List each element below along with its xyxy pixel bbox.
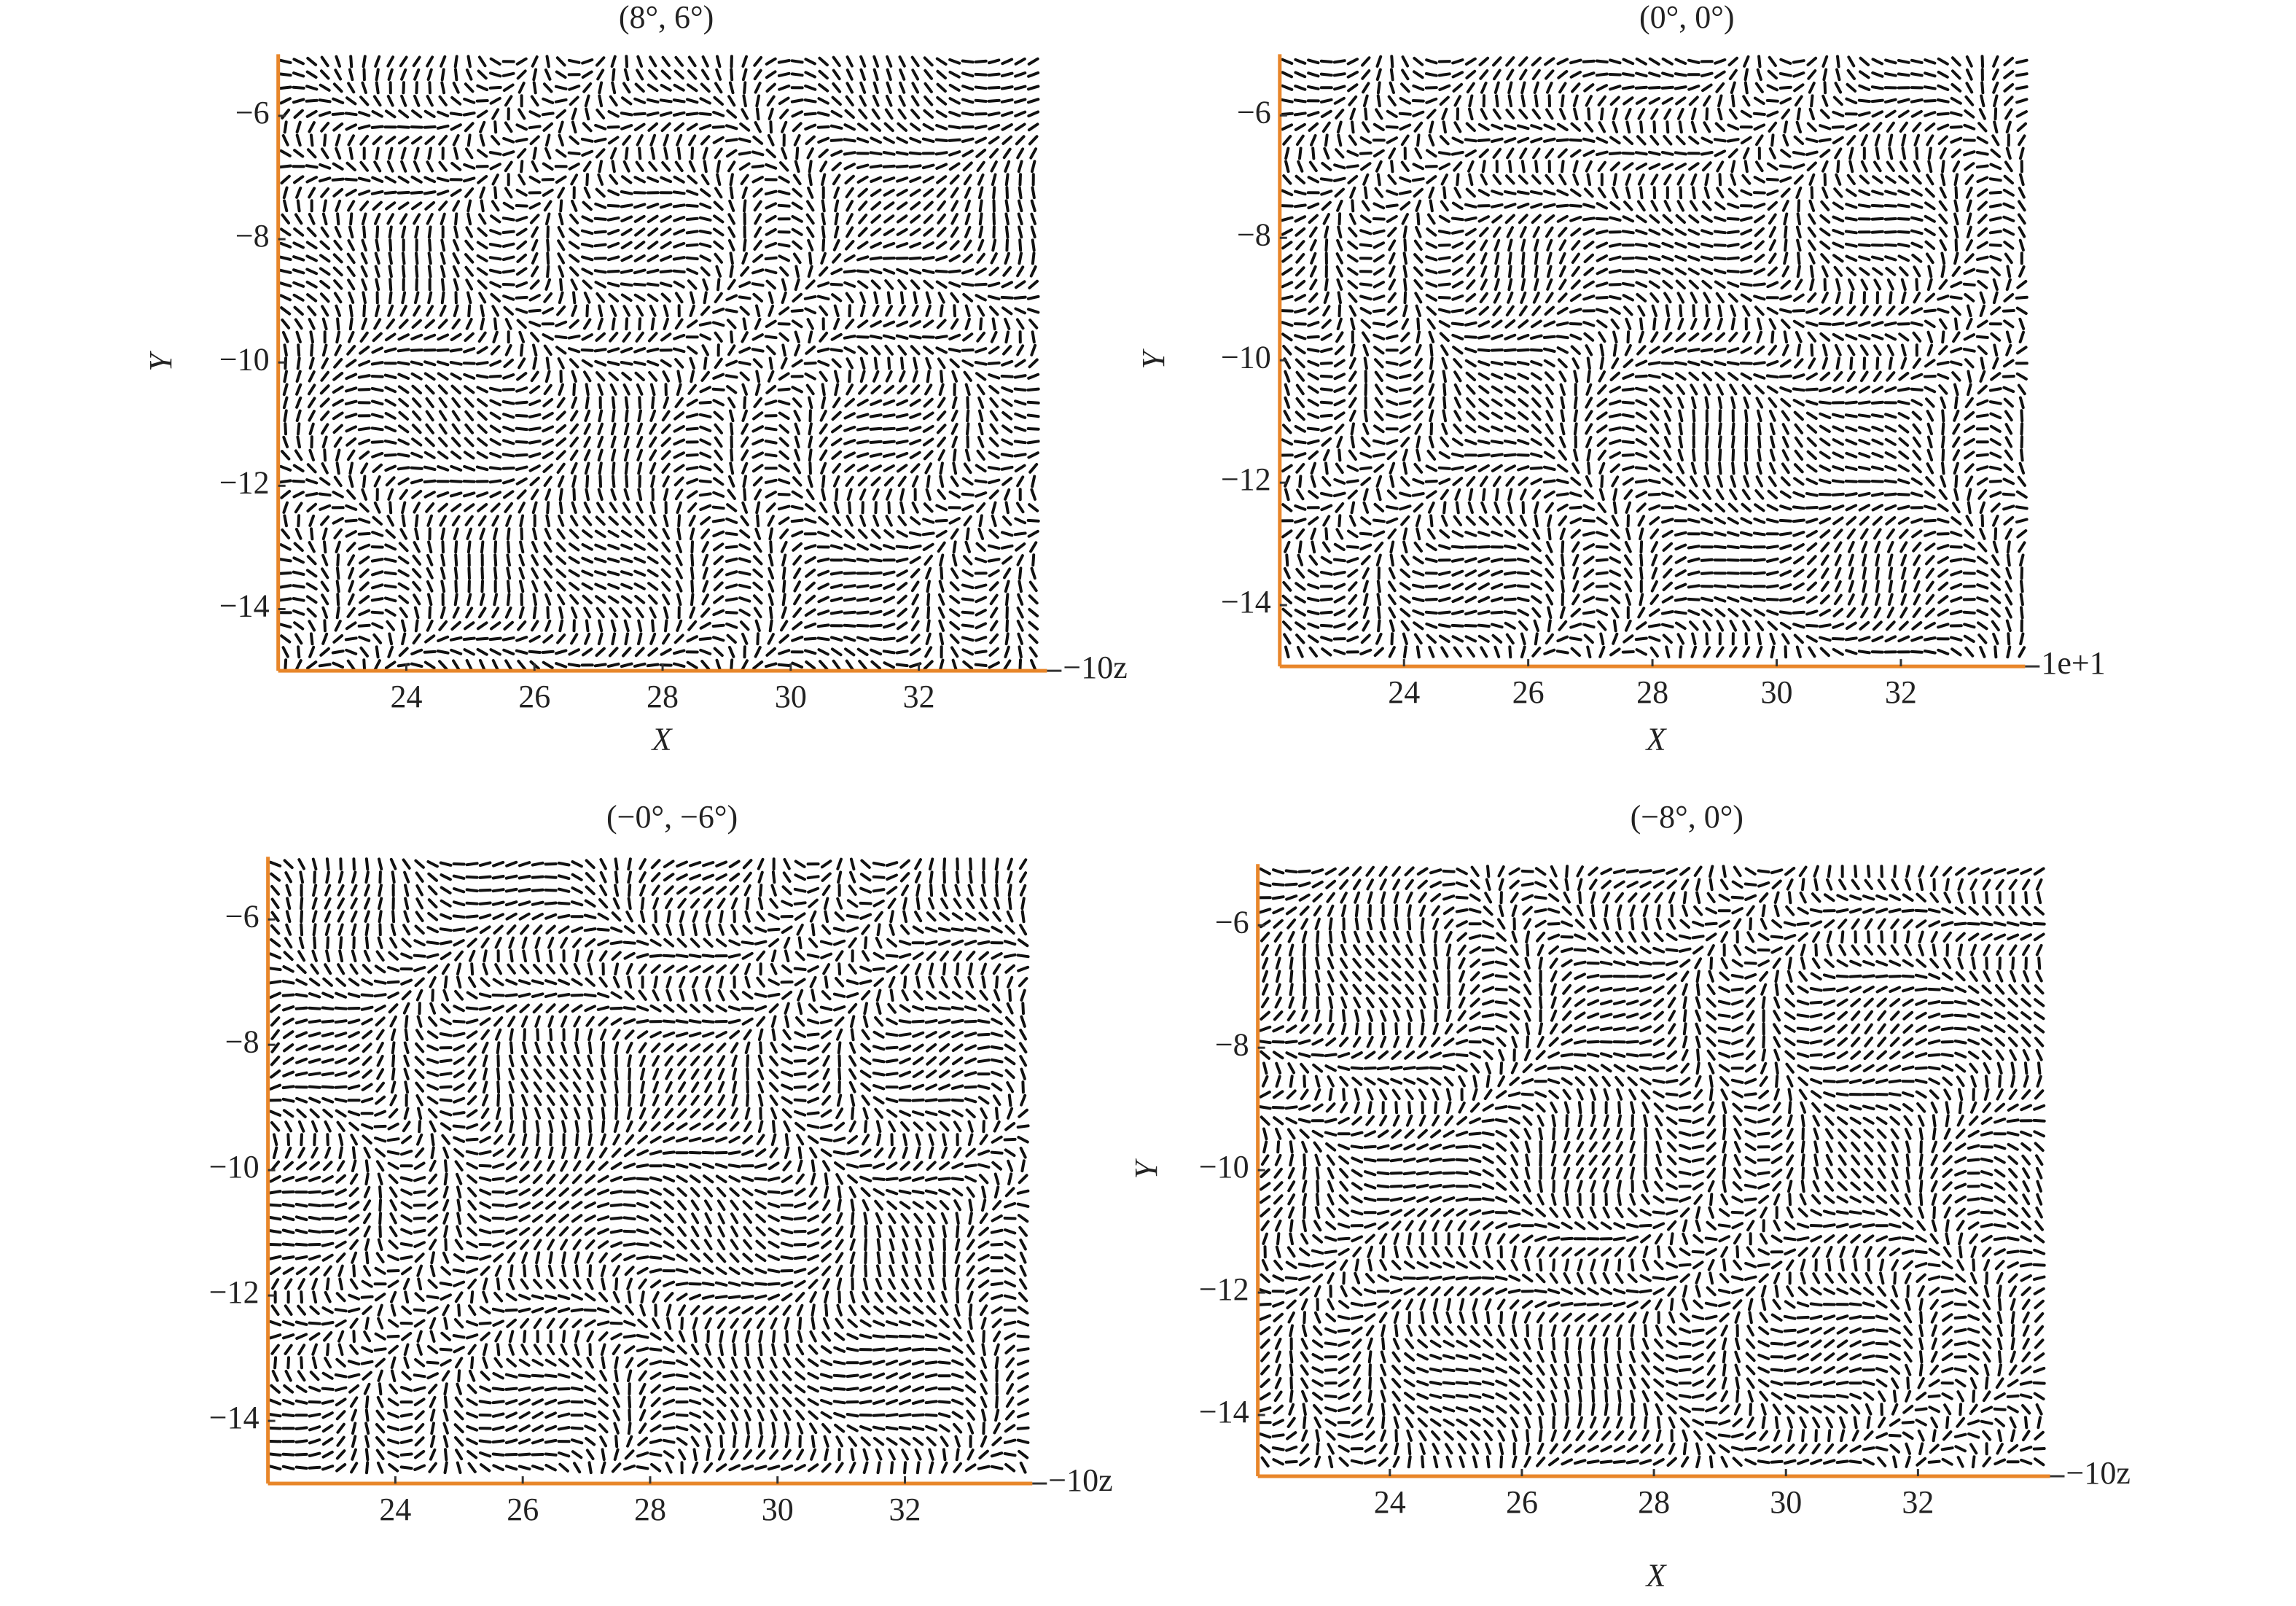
x-tick-label: 26 <box>518 679 550 714</box>
x-tick-label: 24 <box>379 1492 411 1527</box>
y-tick-label: −10 <box>209 1149 259 1185</box>
x-tick-label: 28 <box>1636 674 1668 710</box>
y-axis-label: Y <box>1128 1158 1164 1179</box>
y-tick-label: −8 <box>1215 1026 1249 1062</box>
y-tick-label: −14 <box>1199 1394 1249 1430</box>
x-tick-label: 30 <box>762 1492 794 1527</box>
panel-title: (0°, 0°) <box>1639 0 1735 35</box>
y-tick-label: −6 <box>1215 904 1249 940</box>
x-axis-label: X <box>1645 1558 1668 1594</box>
vector-field-texture <box>1258 865 2046 1469</box>
x-tick-label: 28 <box>1638 1484 1670 1520</box>
x-tick-label: 26 <box>1506 1484 1538 1520</box>
y-axis-label: Y <box>143 350 179 371</box>
y-tick-label: −12 <box>1221 461 1271 497</box>
y-tick-label: −14 <box>219 588 270 624</box>
corner-label: 1e+1 <box>2041 645 2105 681</box>
y-tick-label: −8 <box>1237 217 1271 252</box>
y-tick-label: −6 <box>225 898 259 934</box>
x-tick-label: 32 <box>1902 1484 1934 1520</box>
x-tick-label: 24 <box>1374 1484 1406 1520</box>
y-tick-label: −8 <box>225 1024 259 1059</box>
y-tick-label: −8 <box>235 218 270 254</box>
y-tick-label: −6 <box>235 95 270 130</box>
y-tick-label: −10 <box>1199 1149 1249 1185</box>
y-tick-label: −10 <box>219 341 270 377</box>
panel-title: (8°, 6°) <box>619 0 714 35</box>
y-tick-label: −14 <box>209 1400 259 1435</box>
y-axis-label: Y <box>1136 348 1171 369</box>
x-tick-label: 32 <box>1885 674 1917 710</box>
x-axis-label: X <box>1645 722 1668 757</box>
corner-label: −10z <box>2066 1455 2131 1491</box>
x-tick-label: 24 <box>390 679 422 714</box>
panel-title: (−0°, −6°) <box>606 799 738 835</box>
x-axis-label: X <box>651 722 673 757</box>
x-tick-label: 24 <box>1388 674 1420 710</box>
x-tick-label: 32 <box>889 1492 921 1527</box>
y-tick-label: −12 <box>1199 1271 1249 1307</box>
x-tick-label: 30 <box>775 679 807 714</box>
panel: (−0°, −6°) 24 26 28 30 32 −6 −8 −10 −12 −14 −10z <box>209 799 1113 1527</box>
y-tick-label: −14 <box>1221 584 1271 620</box>
y-tick-label: −12 <box>209 1274 259 1310</box>
x-tick-label: 32 <box>903 679 935 714</box>
x-tick-label: 28 <box>647 679 679 714</box>
x-tick-label: 26 <box>1512 674 1545 710</box>
x-tick-label: 30 <box>1761 674 1793 710</box>
panel: (0°, 0°) 24 26 28 30 32 −6 −8 −10 −12 −14 1e+1 X Y <box>1136 0 2106 757</box>
x-tick-label: 28 <box>634 1492 666 1527</box>
corner-label: −10z <box>1063 650 1127 685</box>
vector-field-texture <box>268 857 1030 1475</box>
panel: (−8°, 0°) 24 26 28 30 32 −6 −8 −10 −12 −14 −10z X Y <box>1128 799 2131 1594</box>
panel-title: (−8°, 0°) <box>1631 799 1744 835</box>
y-tick-label: −6 <box>1237 94 1271 130</box>
corner-label: −10z <box>1048 1462 1112 1498</box>
x-tick-label: 26 <box>507 1492 539 1527</box>
panel: (8°, 6°) 24 26 28 30 32 −6 −8 −10 −12 −14 −10z X Y <box>143 0 1128 757</box>
y-tick-label: −12 <box>219 464 270 500</box>
vector-field-texture <box>1280 55 2028 659</box>
x-tick-label: 30 <box>1770 1484 1802 1520</box>
y-tick-label: −10 <box>1221 339 1271 375</box>
vector-field-texture <box>278 55 1040 672</box>
